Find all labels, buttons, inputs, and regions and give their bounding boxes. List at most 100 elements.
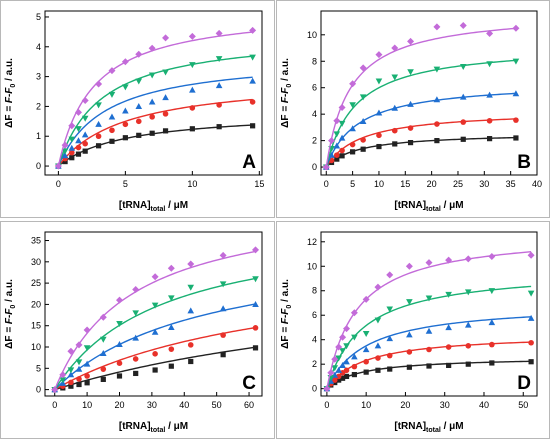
- x-tick-label: 10: [361, 400, 371, 410]
- data-point-blue: [406, 331, 413, 338]
- y-tick-label: 10: [307, 30, 317, 40]
- fit-curve-black: [325, 136, 516, 168]
- data-point-red: [75, 144, 82, 151]
- data-point-green: [359, 94, 367, 101]
- data-point-red: [122, 121, 129, 128]
- y-tick-label: 6: [312, 310, 317, 320]
- data-point-blue: [488, 319, 496, 326]
- chart-svg: 0 5 10 15 0 1 2 3 4 5 [tRNA]total / μM ΔF = F-F0 / …: [4, 10, 264, 213]
- x-tick-label: 5: [123, 179, 128, 189]
- data-point-green: [59, 377, 67, 384]
- fit-curve-blue: [326, 316, 532, 389]
- data-point-black: [513, 135, 519, 141]
- data-point-blue: [349, 125, 356, 132]
- data-point-magenta: [95, 80, 103, 88]
- x-tick-label: 30: [147, 400, 157, 410]
- x-tick-label: 50: [212, 400, 222, 410]
- data-point-magenta: [343, 325, 351, 333]
- x-tick-label: 20: [114, 400, 124, 410]
- x-tick-label: 10: [187, 179, 197, 189]
- data-point-black: [149, 130, 155, 136]
- data-point-green: [406, 299, 413, 306]
- data-point-red: [335, 373, 342, 380]
- data-point-red: [189, 105, 196, 111]
- data-point-green: [168, 295, 175, 302]
- data-point-green: [75, 359, 83, 366]
- data-point-blue: [343, 358, 350, 365]
- data-point-red: [331, 377, 338, 383]
- y-tick-label: 12: [307, 237, 317, 247]
- data-point-blue: [83, 360, 91, 367]
- data-point-magenta: [99, 313, 107, 321]
- data-point-black: [363, 369, 369, 375]
- data-point-blue: [108, 113, 116, 120]
- data-point-blue: [95, 120, 102, 127]
- data-point-magenta: [121, 58, 129, 66]
- data-point-black: [84, 380, 90, 386]
- data-point-magenta: [61, 141, 69, 149]
- data-point-blue: [333, 142, 341, 149]
- data-point-blue: [338, 134, 346, 141]
- data-point-blue: [187, 307, 195, 314]
- data-point-red: [426, 346, 432, 353]
- y-tick-label: 6: [312, 83, 317, 93]
- data-point-blue: [249, 77, 256, 84]
- data-point-red: [95, 133, 102, 140]
- data-point-magenta: [54, 162, 62, 170]
- y-tick-label: 2: [312, 359, 317, 369]
- data-point-red: [220, 332, 226, 338]
- data-point-red: [363, 358, 369, 365]
- data-point-black: [95, 143, 102, 149]
- data-point-green: [151, 302, 159, 309]
- data-point-magenta: [488, 252, 496, 260]
- y-axis-label: ΔF = F-F0 / a.u.: [280, 279, 293, 349]
- data-point-black: [376, 143, 382, 150]
- data-point-green: [407, 69, 414, 76]
- y-tick-label: 2: [312, 136, 317, 146]
- data-point-magenta: [162, 34, 170, 42]
- data-point-green: [252, 276, 259, 283]
- data-point-magenta: [459, 22, 467, 30]
- x-axis-label: [tRNA]total / μM: [119, 200, 188, 213]
- data-point-magenta: [512, 24, 520, 32]
- data-point-green: [108, 91, 116, 98]
- data-point-green: [386, 306, 394, 313]
- x-tick-label: 0: [324, 400, 329, 410]
- data-point-blue: [335, 366, 342, 373]
- data-point-blue: [122, 107, 129, 114]
- data-point-green: [135, 78, 143, 85]
- data-point-red: [376, 132, 382, 139]
- data-point-black: [168, 363, 174, 369]
- data-point-black: [109, 138, 115, 144]
- data-point-blue: [527, 314, 535, 321]
- fit-curve-magenta: [326, 251, 532, 389]
- data-point-red: [407, 125, 414, 131]
- data-point-blue: [75, 365, 83, 372]
- data-point-black: [133, 370, 139, 377]
- data-point-black: [460, 136, 466, 142]
- fit-curve-red: [325, 118, 516, 168]
- data-point-green: [351, 334, 358, 341]
- x-tick-label: 30: [440, 400, 450, 410]
- data-point-black: [334, 156, 340, 162]
- data-point-green: [249, 54, 256, 61]
- data-point-green: [132, 310, 139, 317]
- data-point-red: [460, 119, 467, 125]
- data-point-magenta: [167, 264, 175, 272]
- data-point-green: [67, 367, 75, 374]
- data-point-green: [343, 343, 350, 350]
- data-point-blue: [68, 144, 76, 151]
- data-point-magenta: [335, 343, 343, 351]
- data-point-magenta: [350, 309, 358, 317]
- data-point-black: [189, 126, 195, 132]
- data-point-blue: [81, 131, 89, 138]
- data-point-blue: [407, 100, 414, 107]
- data-point-green: [425, 295, 433, 302]
- y-tick-label: 0: [36, 161, 41, 171]
- y-tick-label: 5: [36, 363, 41, 373]
- data-point-red: [116, 360, 123, 366]
- data-point-green: [187, 284, 195, 291]
- data-point-red: [375, 355, 381, 361]
- data-point-blue: [168, 324, 175, 331]
- data-point-blue: [339, 362, 346, 369]
